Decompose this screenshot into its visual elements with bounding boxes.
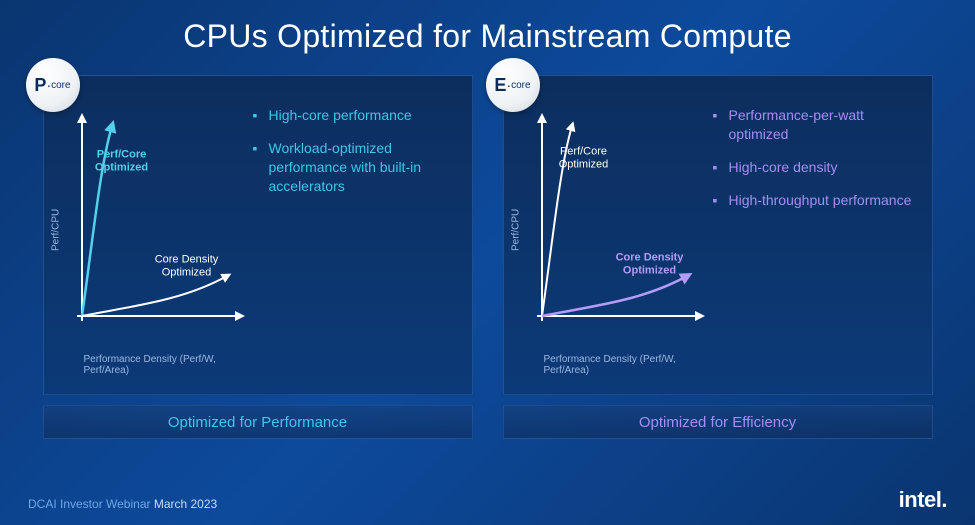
ecore-caption: Optimized for Efficiency [503,405,933,439]
ecore-chart: Perf/CPU Performance Density (Perf/W, Pe… [504,76,709,394]
ecore-badge: E·core [486,58,540,112]
pcore-badge-suffix: core [51,80,70,91]
ecore-badge-suffix: core [511,80,530,91]
pcore-curve0-label: Perf/CoreOptimized [95,148,148,173]
pcore-ylabel: Perf/CPU [50,209,61,251]
pcore-curve1-label: Core DensityOptimized [155,253,219,278]
pcore-badge: P·core [26,58,80,112]
pcore-bullet-0: High-core performance [253,106,460,125]
ecore-ylabel: Perf/CPU [510,209,521,251]
panel-pcore-box: P·core [43,75,473,395]
ecore-bullet-2: High-throughput performance [713,191,920,210]
ecore-bullet-0: Performance-per-watt optimized [713,106,920,144]
pcore-curve-density [82,276,227,316]
ecore-curve0-label: Perf/CoreOptimized [559,145,609,170]
pcore-badge-prefix: P [34,75,46,96]
panel-pcore: P·core [43,75,473,439]
footer-text-1: DCAI Investor Webinar [28,497,154,511]
pcore-chart: Perf/CPU Performance Density (Perf/W, Pe… [44,76,249,394]
ecore-chart-svg [532,106,707,341]
ecore-xlabel: Performance Density (Perf/W, Perf/Area) [544,354,709,376]
panels-row: P·core [0,75,975,439]
pcore-bullets: High-core performance Workload-optimized… [249,76,472,394]
footer-text-2: March 2023 [154,497,217,511]
pcore-chart-svg [72,106,247,341]
panel-ecore-box: E·core [503,75,933,395]
ecore-badge-prefix: E [494,75,506,96]
ecore-curve-density [542,276,687,316]
intel-logo: intel. [899,487,947,513]
ecore-bullet-1: High-core density [713,158,920,177]
panel-ecore: E·core [503,75,933,439]
slide-title: CPUs Optimized for Mainstream Compute [0,0,975,55]
pcore-bullet-1: Workload-optimized performance with buil… [253,139,460,196]
ecore-curve1-label: Core DensityOptimized [616,251,684,276]
footer: DCAI Investor Webinar March 2023 [28,497,217,511]
pcore-xlabel: Performance Density (Perf/W, Perf/Area) [84,354,249,376]
pcore-caption: Optimized for Performance [43,405,473,439]
ecore-bullets: Performance-per-watt optimized High-core… [709,76,932,394]
